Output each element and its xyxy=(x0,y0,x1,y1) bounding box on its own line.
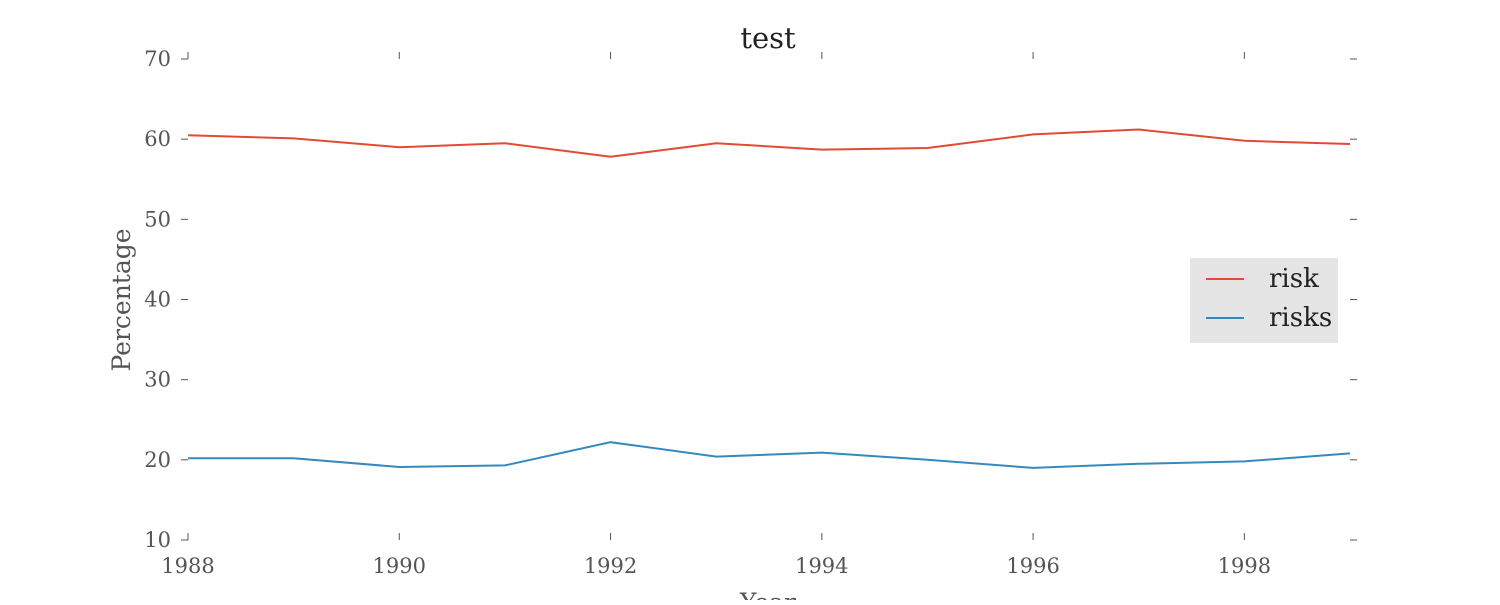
legend-box xyxy=(1190,258,1338,343)
legend-label-risk: risk xyxy=(1269,264,1319,294)
x-tick-label: 1994 xyxy=(795,554,848,578)
y-tick-label: 70 xyxy=(144,47,171,71)
series-line-risks xyxy=(188,441,1351,469)
y-tick-label: 10 xyxy=(144,528,171,552)
x-axis-label: Year xyxy=(739,588,796,600)
y-tick-label: 20 xyxy=(144,448,171,472)
x-tick-label: 1996 xyxy=(1006,554,1059,578)
series-line-risk xyxy=(187,128,1351,158)
legend-label-risks: risks xyxy=(1269,303,1332,333)
x-tick-label: 1990 xyxy=(373,554,426,578)
x-tick-label: 1998 xyxy=(1218,554,1271,578)
series-lines xyxy=(187,128,1351,469)
x-tick-label: 1988 xyxy=(161,554,214,578)
y-tick-label: 60 xyxy=(144,127,171,151)
y-axis-label: Percentage xyxy=(107,228,136,371)
legend: risk risks xyxy=(1190,258,1338,343)
y-tick-label: 50 xyxy=(144,207,171,231)
y-tick-label: 30 xyxy=(144,368,171,392)
axis-ticks: 10 20 30 40 50 60 70 1988 1990 1992 1994 1996 1998 xyxy=(144,47,1357,578)
chart-title: test xyxy=(740,21,796,55)
y-tick-label: 40 xyxy=(144,288,171,312)
x-tick-label: 1992 xyxy=(584,554,637,578)
